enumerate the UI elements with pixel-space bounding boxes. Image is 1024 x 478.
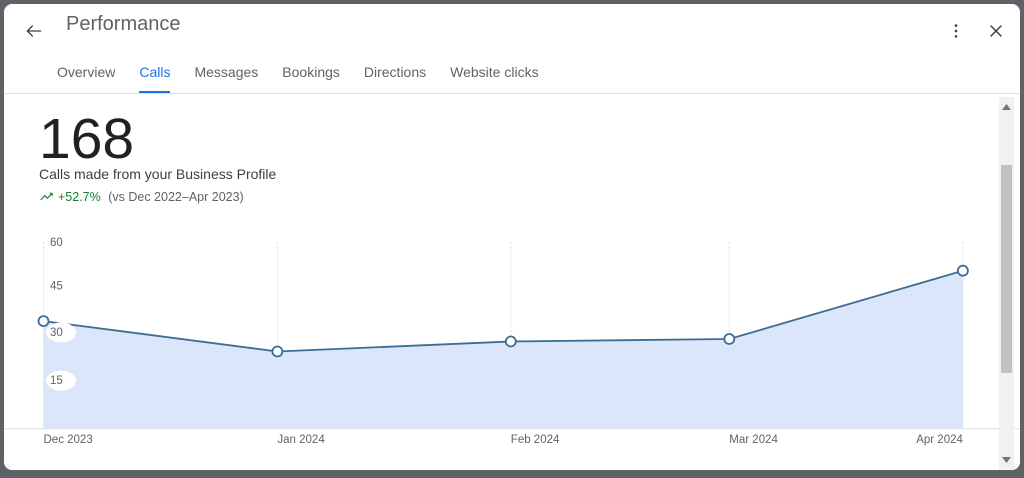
svg-text:30: 30 (50, 327, 63, 339)
svg-text:45: 45 (50, 281, 63, 293)
svg-text:Feb 2024: Feb 2024 (511, 434, 560, 446)
svg-text:Apr 2024: Apr 2024 (916, 434, 963, 446)
svg-text:60: 60 (50, 237, 63, 249)
svg-text:Jan 2024: Jan 2024 (277, 434, 325, 446)
svg-text:Dec 2023: Dec 2023 (44, 434, 93, 446)
svg-text:15: 15 (50, 375, 63, 387)
svg-text:Mar 2024: Mar 2024 (729, 434, 778, 446)
